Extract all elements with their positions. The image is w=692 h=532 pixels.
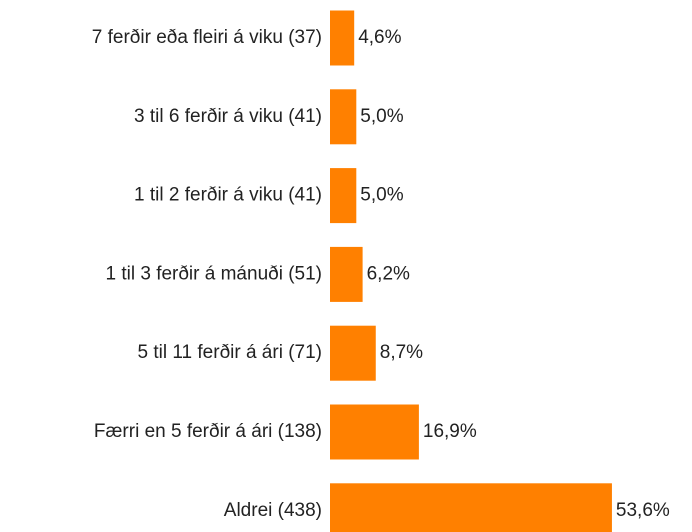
value-label: 5,0% xyxy=(360,185,403,206)
category-label: 1 til 2 ferðir á viku (41) xyxy=(134,185,322,206)
bar xyxy=(330,168,357,224)
category-label: 3 til 6 ferðir á viku (41) xyxy=(134,106,322,127)
value-label: 5,0% xyxy=(360,106,403,127)
value-label: 4,6% xyxy=(358,27,401,48)
value-label: 8,7% xyxy=(380,342,423,363)
bar xyxy=(330,10,355,66)
value-label: 53,6% xyxy=(616,500,670,521)
category-label: Færri en 5 ferðir á ári (138) xyxy=(94,421,322,442)
bar xyxy=(330,404,419,460)
category-label: Aldrei (438) xyxy=(224,500,322,521)
category-label: 1 til 3 ferðir á mánuði (51) xyxy=(106,263,323,284)
bar xyxy=(330,483,612,532)
bar xyxy=(330,246,363,302)
value-label: 16,9% xyxy=(423,421,477,442)
bar xyxy=(330,89,357,145)
value-label: 6,2% xyxy=(367,263,410,284)
category-label: 5 til 11 ferðir á ári (71) xyxy=(138,342,322,363)
category-label: 7 ferðir eða fleiri á viku (37) xyxy=(92,27,322,48)
bar xyxy=(330,325,376,381)
